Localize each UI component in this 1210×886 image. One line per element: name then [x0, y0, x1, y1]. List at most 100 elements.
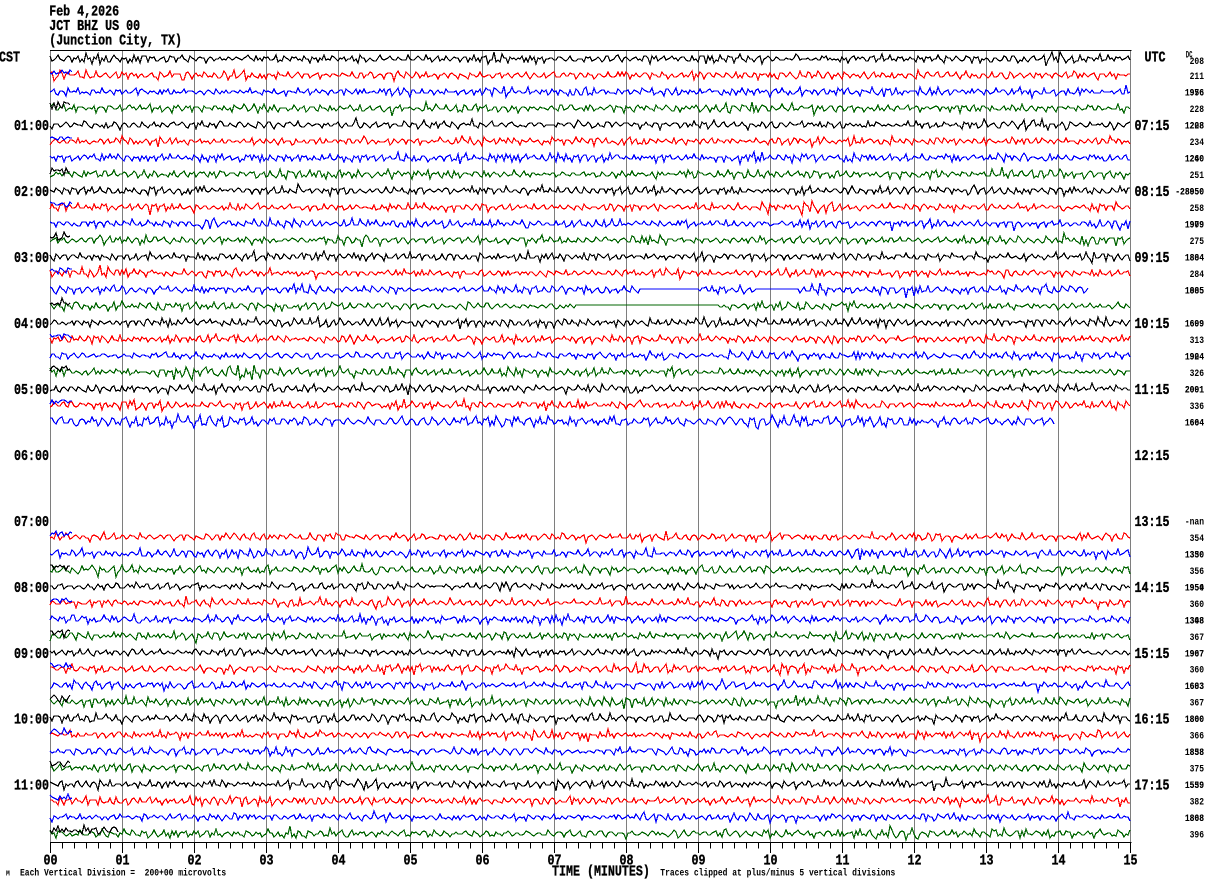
svg-text:-nan: -nan: [1185, 515, 1204, 527]
svg-text:396: 396: [1190, 829, 1204, 841]
svg-text:11:15: 11:15: [1135, 382, 1170, 399]
svg-text:04: 04: [332, 852, 346, 869]
svg-text:234: 234: [1190, 136, 1205, 148]
svg-text:367: 367: [1190, 697, 1204, 709]
svg-text:(Junction City, TX): (Junction City, TX): [49, 32, 182, 49]
svg-text:367: 367: [1190, 631, 1204, 643]
svg-text:1924: 1924: [1185, 351, 1205, 363]
svg-text:05: 05: [404, 852, 418, 869]
svg-text:1330: 1330: [1185, 548, 1204, 560]
svg-text:UTC: UTC: [1145, 49, 1166, 66]
svg-text:2091: 2091: [1185, 384, 1205, 396]
svg-text:251: 251: [1190, 169, 1205, 181]
svg-text:1604: 1604: [1185, 417, 1205, 429]
svg-text:Feb 4,2026: Feb 4,2026: [49, 4, 119, 21]
svg-text:326: 326: [1190, 367, 1204, 379]
svg-text:06:00: 06:00: [14, 448, 49, 465]
svg-text:336: 336: [1190, 400, 1204, 412]
svg-text:JCT BHZ US 00: JCT BHZ US 00: [49, 18, 140, 35]
svg-text:1308: 1308: [1185, 614, 1204, 626]
svg-text:02:00: 02:00: [14, 184, 49, 201]
svg-text:14: 14: [1052, 852, 1066, 869]
svg-text:13:15: 13:15: [1135, 514, 1170, 531]
svg-text:1954: 1954: [1185, 581, 1205, 593]
svg-text:356: 356: [1190, 565, 1204, 577]
svg-text:09:00: 09:00: [14, 646, 49, 663]
svg-text:Traces clipped at plus/minus 5: Traces clipped at plus/minus 5 vertical …: [660, 867, 895, 879]
svg-text:03: 03: [260, 852, 274, 869]
svg-text:11: 11: [836, 852, 850, 869]
svg-text:12:15: 12:15: [1135, 448, 1170, 465]
svg-text:10:00: 10:00: [14, 712, 49, 729]
svg-text:228: 228: [1190, 103, 1204, 115]
svg-text:10: 10: [764, 852, 778, 869]
svg-text:11:00: 11:00: [14, 777, 49, 794]
svg-text:1609: 1609: [1185, 318, 1204, 330]
svg-text:1240: 1240: [1185, 153, 1204, 165]
svg-text:TIME (MINUTES): TIME (MINUTES): [552, 863, 650, 880]
svg-text:1348: 1348: [1185, 614, 1204, 626]
svg-text:1208: 1208: [1185, 120, 1204, 132]
svg-text:1005: 1005: [1185, 285, 1205, 297]
svg-text:1868: 1868: [1185, 812, 1204, 824]
svg-text:M: M: [6, 869, 10, 877]
svg-text:1956: 1956: [1185, 87, 1204, 99]
svg-text:1950: 1950: [1185, 581, 1204, 593]
svg-text:01:00: 01:00: [14, 118, 49, 135]
svg-text:04:00: 04:00: [14, 316, 49, 333]
svg-text:00: 00: [44, 852, 58, 869]
svg-text:1683: 1683: [1185, 680, 1205, 692]
svg-text:1967: 1967: [1185, 647, 1204, 659]
svg-text:2001: 2001: [1185, 384, 1205, 396]
svg-text:-28950: -28950: [1175, 186, 1204, 198]
svg-text:06: 06: [476, 852, 490, 869]
svg-text:313: 313: [1190, 334, 1205, 346]
svg-text:382: 382: [1190, 796, 1204, 808]
svg-text:14:15: 14:15: [1135, 580, 1170, 597]
svg-text:1904: 1904: [1185, 351, 1205, 363]
svg-text:03:00: 03:00: [14, 250, 49, 267]
svg-text:1884: 1884: [1185, 252, 1205, 264]
svg-text:1979: 1979: [1185, 219, 1204, 231]
svg-text:12: 12: [908, 852, 922, 869]
svg-text:1603: 1603: [1185, 680, 1205, 692]
svg-text:07:15: 07:15: [1135, 118, 1170, 135]
svg-text:15: 15: [1124, 852, 1138, 869]
svg-text:02: 02: [188, 852, 202, 869]
svg-text:1858: 1858: [1185, 746, 1204, 758]
svg-text:09:15: 09:15: [1135, 250, 1170, 267]
svg-text:09: 09: [692, 852, 706, 869]
svg-text:08: 08: [620, 852, 634, 869]
svg-text:1559: 1559: [1185, 779, 1204, 791]
svg-text:07: 07: [548, 852, 562, 869]
svg-text:1350: 1350: [1185, 548, 1204, 560]
svg-text:1808: 1808: [1185, 812, 1204, 824]
svg-text:07:00: 07:00: [14, 514, 49, 531]
svg-text:258: 258: [1190, 202, 1204, 214]
svg-text:08:00: 08:00: [14, 580, 49, 597]
svg-text:Each Vertical Division = 200+: Each Vertical Division = 200+00 microvol…: [20, 867, 226, 879]
svg-text:208: 208: [1190, 55, 1204, 67]
svg-text:CST: CST: [0, 49, 20, 66]
svg-text:275: 275: [1190, 235, 1205, 247]
svg-text:15:15: 15:15: [1135, 646, 1170, 663]
svg-text:16:15: 16:15: [1135, 712, 1170, 729]
svg-text:13: 13: [980, 852, 994, 869]
svg-text:375: 375: [1190, 763, 1205, 775]
svg-text:17:15: 17:15: [1135, 777, 1170, 794]
svg-text:05:00: 05:00: [14, 382, 49, 399]
svg-text:211: 211: [1190, 70, 1205, 82]
svg-text:1800: 1800: [1185, 713, 1204, 725]
svg-text:1907: 1907: [1185, 647, 1204, 659]
svg-text:01: 01: [116, 852, 130, 869]
svg-text:1664: 1664: [1185, 417, 1205, 429]
svg-text:360: 360: [1190, 664, 1204, 676]
svg-text:360: 360: [1190, 598, 1204, 610]
svg-text:366: 366: [1190, 730, 1204, 742]
svg-text:10:15: 10:15: [1135, 316, 1170, 333]
svg-text:DC: DC: [1186, 50, 1193, 61]
svg-text:1885: 1885: [1185, 285, 1205, 297]
svg-text:1838: 1838: [1185, 746, 1204, 758]
svg-text:1909: 1909: [1185, 219, 1204, 231]
svg-text:284: 284: [1190, 268, 1205, 280]
